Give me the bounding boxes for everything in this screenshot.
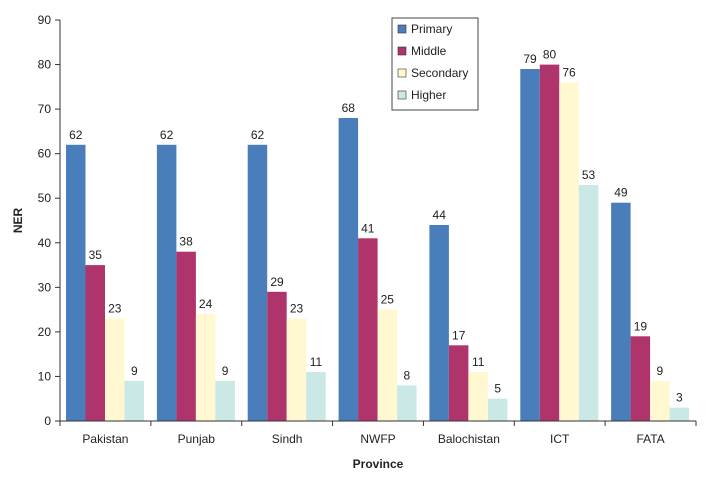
- data-label: 35: [89, 248, 103, 262]
- data-label: 80: [543, 48, 557, 62]
- data-label: 49: [614, 186, 628, 200]
- y-tick-label: 70: [38, 102, 52, 116]
- legend-swatch: [397, 90, 407, 100]
- data-label: 25: [381, 293, 395, 307]
- legend-swatch: [397, 68, 407, 78]
- data-labels-layer: 62 35 23 9 62 38 24 9 62 29 23 11 68 41 25 8 44 17 11 5 79 80…: [69, 48, 683, 405]
- data-label: 8: [403, 368, 410, 382]
- bar: [176, 251, 196, 421]
- legend-label: Higher: [411, 88, 446, 102]
- bar: [520, 69, 540, 421]
- data-label: 79: [523, 52, 537, 66]
- y-tick-label: 20: [38, 325, 52, 339]
- bar: [195, 314, 216, 421]
- bar: [539, 64, 560, 421]
- y-tick-label: 50: [38, 191, 52, 205]
- x-tick-label: Punjab: [178, 432, 216, 446]
- axes-layer: 0 10 20 30 40 50 60 70 80 90 Pakistan Punjab Sindh NW…: [38, 13, 697, 446]
- y-axis-title: NER: [11, 208, 25, 234]
- bar: [105, 318, 125, 421]
- bar: [85, 265, 105, 421]
- bar: [448, 345, 469, 421]
- x-tick-label: FATA: [636, 432, 664, 446]
- bar: [286, 318, 307, 421]
- x-tick-label: Pakistan: [82, 432, 128, 446]
- bar: [66, 144, 86, 422]
- data-label: 62: [251, 128, 265, 142]
- legend-label: Middle: [411, 44, 447, 58]
- data-label: 9: [222, 364, 229, 378]
- data-label: 9: [131, 364, 138, 378]
- bar: [397, 385, 417, 421]
- data-label: 38: [179, 235, 193, 249]
- legend-label: Primary: [411, 22, 452, 36]
- x-tick-label: NWFP: [360, 432, 395, 446]
- data-label: 3: [676, 391, 683, 405]
- bar: [358, 238, 378, 421]
- data-label: 62: [69, 128, 83, 142]
- bar: [578, 184, 599, 421]
- bar: [559, 82, 579, 422]
- x-axis-title: Province: [353, 457, 404, 471]
- bar: [468, 372, 488, 421]
- data-label: 29: [270, 275, 284, 289]
- x-tick-label: Balochistan: [438, 432, 500, 446]
- y-tick-label: 60: [38, 147, 52, 161]
- bar: [487, 398, 508, 421]
- y-tick-label: 90: [38, 13, 52, 27]
- y-tick-label: 10: [38, 369, 52, 383]
- data-label: 23: [108, 302, 122, 316]
- bar: [306, 372, 326, 421]
- legend: Primary Middle Secondary Higher: [391, 17, 479, 111]
- data-label: 76: [562, 65, 576, 79]
- data-label: 9: [657, 364, 664, 378]
- y-tick-label: 0: [44, 414, 51, 428]
- bar: [650, 380, 670, 421]
- legend-box: [391, 17, 479, 111]
- bar: [377, 309, 398, 421]
- bar: [124, 380, 144, 421]
- x-tick-label: ICT: [550, 432, 570, 446]
- bar: [215, 380, 235, 421]
- bar: [630, 336, 651, 421]
- bar: [338, 118, 359, 421]
- bar: [429, 225, 449, 421]
- data-label: 11: [310, 355, 323, 369]
- bar: [611, 202, 631, 421]
- data-label: 17: [452, 328, 466, 342]
- x-tick-label: Sindh: [272, 432, 303, 446]
- data-label: 68: [342, 101, 356, 115]
- data-label: 62: [160, 128, 174, 142]
- data-label: 44: [433, 208, 447, 222]
- data-label: 23: [290, 302, 304, 316]
- data-label: 5: [494, 382, 501, 396]
- y-tick-label: 30: [38, 280, 52, 294]
- legend-swatch: [397, 24, 407, 34]
- data-label: 11: [472, 355, 485, 369]
- data-label: 19: [634, 319, 648, 333]
- bar: [247, 144, 268, 422]
- bar: [669, 407, 690, 421]
- legend-label: Secondary: [411, 66, 468, 80]
- data-label: 41: [361, 221, 375, 235]
- legend-swatch: [397, 46, 407, 56]
- bar: [267, 291, 287, 421]
- y-tick-label: 80: [38, 58, 52, 72]
- data-label: 24: [199, 297, 213, 311]
- bars-layer: [66, 64, 690, 422]
- bar: [156, 144, 177, 422]
- y-tick-label: 40: [38, 236, 52, 250]
- data-label: 53: [582, 168, 596, 182]
